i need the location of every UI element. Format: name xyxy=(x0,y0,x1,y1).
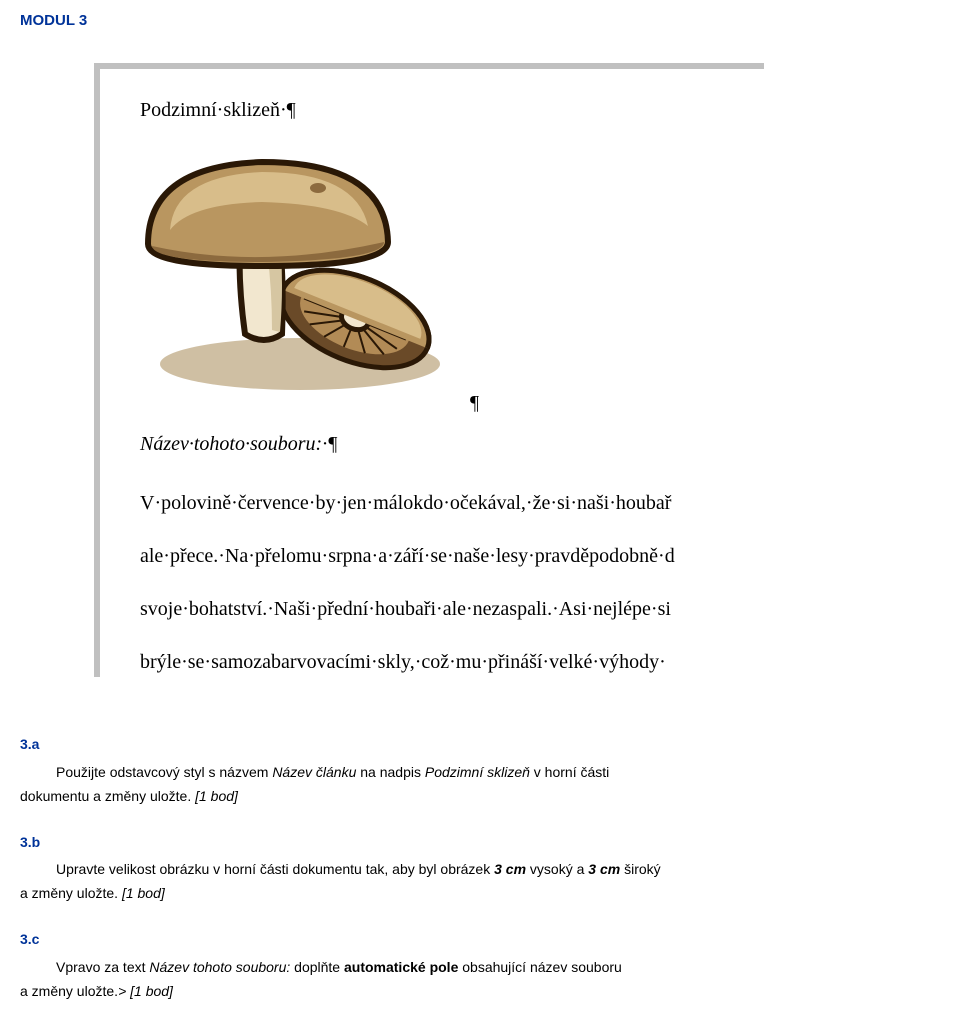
doc-body-line: svoje·bohatství.·Naši·přední·houbaři·ale… xyxy=(140,598,671,620)
task-text-part: Upravte velikost obrázku v horní části d… xyxy=(56,861,494,877)
document-page: Podzimní·sklizeň·¶ xyxy=(100,69,770,683)
task-text-bold: 3 cm xyxy=(588,861,620,877)
doc-body-line: ale·přece.·Na·přelomu·srpna·a·září·se·na… xyxy=(140,545,675,567)
task-text-part: na nadpis xyxy=(356,764,425,780)
document-screenshot: Podzimní·sklizeň·¶ xyxy=(100,69,770,683)
paragraph-mark: ¶ xyxy=(470,392,762,415)
task-number: 3.a xyxy=(20,733,940,757)
task-3b: 3.b Upravte velikost obrázku v horní čás… xyxy=(20,831,940,906)
task-text-line2: a změny uložte. [1 bod] xyxy=(20,882,940,906)
document-body: V·polovině·července·by·jen·málokdo·očeká… xyxy=(140,464,762,675)
task-points: [1 bod] xyxy=(122,885,165,901)
document-subtitle: Název·tohoto·souboru:·¶ xyxy=(140,433,762,456)
task-text-em: Název článku xyxy=(272,764,356,780)
task-text-bold: 3 cm xyxy=(494,861,526,877)
task-text-line2: dokumentu a změny uložte. [1 bod] xyxy=(20,785,940,809)
task-text: Upravte velikost obrázku v horní části d… xyxy=(20,858,940,882)
shadow-left xyxy=(94,63,100,677)
task-text-part: v horní části xyxy=(530,764,609,780)
task-text: Použijte odstavcový styl s názvem Název … xyxy=(20,761,940,785)
task-text-part: široký xyxy=(620,861,660,877)
task-text-part: a změny uložte. xyxy=(20,983,118,999)
task-text-em: Podzimní sklizeň xyxy=(425,764,530,780)
task-text-part: a změny uložte. xyxy=(20,885,122,901)
task-points: > [1 bod] xyxy=(118,983,173,999)
task-3a: 3.a Použijte odstavcový styl s názvem Ná… xyxy=(20,733,940,808)
mushroom-illustration xyxy=(140,134,470,394)
document-title: Podzimní·sklizeň·¶ xyxy=(140,99,762,122)
task-3c: 3.c Vpravo za text Název tohoto souboru:… xyxy=(20,928,940,1003)
task-text-part: Použijte odstavcový styl s názvem xyxy=(56,764,272,780)
task-text-part: Vpravo za text xyxy=(56,959,149,975)
doc-body-line: V·polovině·července·by·jen·málokdo·očeká… xyxy=(140,492,671,514)
task-text-part: obsahující název souboru xyxy=(458,959,621,975)
doc-body-line: brýle·se·samozabarvovacími·skly,·což·mu·… xyxy=(140,651,666,673)
task-number: 3.b xyxy=(20,831,940,855)
shadow-top xyxy=(94,63,764,69)
task-text-line2: a změny uložte.> [1 bod] xyxy=(20,980,940,1004)
task-text-part: doplňte xyxy=(290,959,344,975)
task-text-part: dokumentu a změny uložte. xyxy=(20,788,195,804)
module-header: MODUL 3 xyxy=(20,12,940,29)
task-number: 3.c xyxy=(20,928,940,952)
task-text-part: vysoký a xyxy=(526,861,588,877)
task-text-bold: automatické pole xyxy=(344,959,458,975)
task-text-em: Název tohoto souboru: xyxy=(149,959,290,975)
task-text: Vpravo za text Název tohoto souboru: dop… xyxy=(20,956,940,980)
task-points: [1 bod] xyxy=(195,788,238,804)
